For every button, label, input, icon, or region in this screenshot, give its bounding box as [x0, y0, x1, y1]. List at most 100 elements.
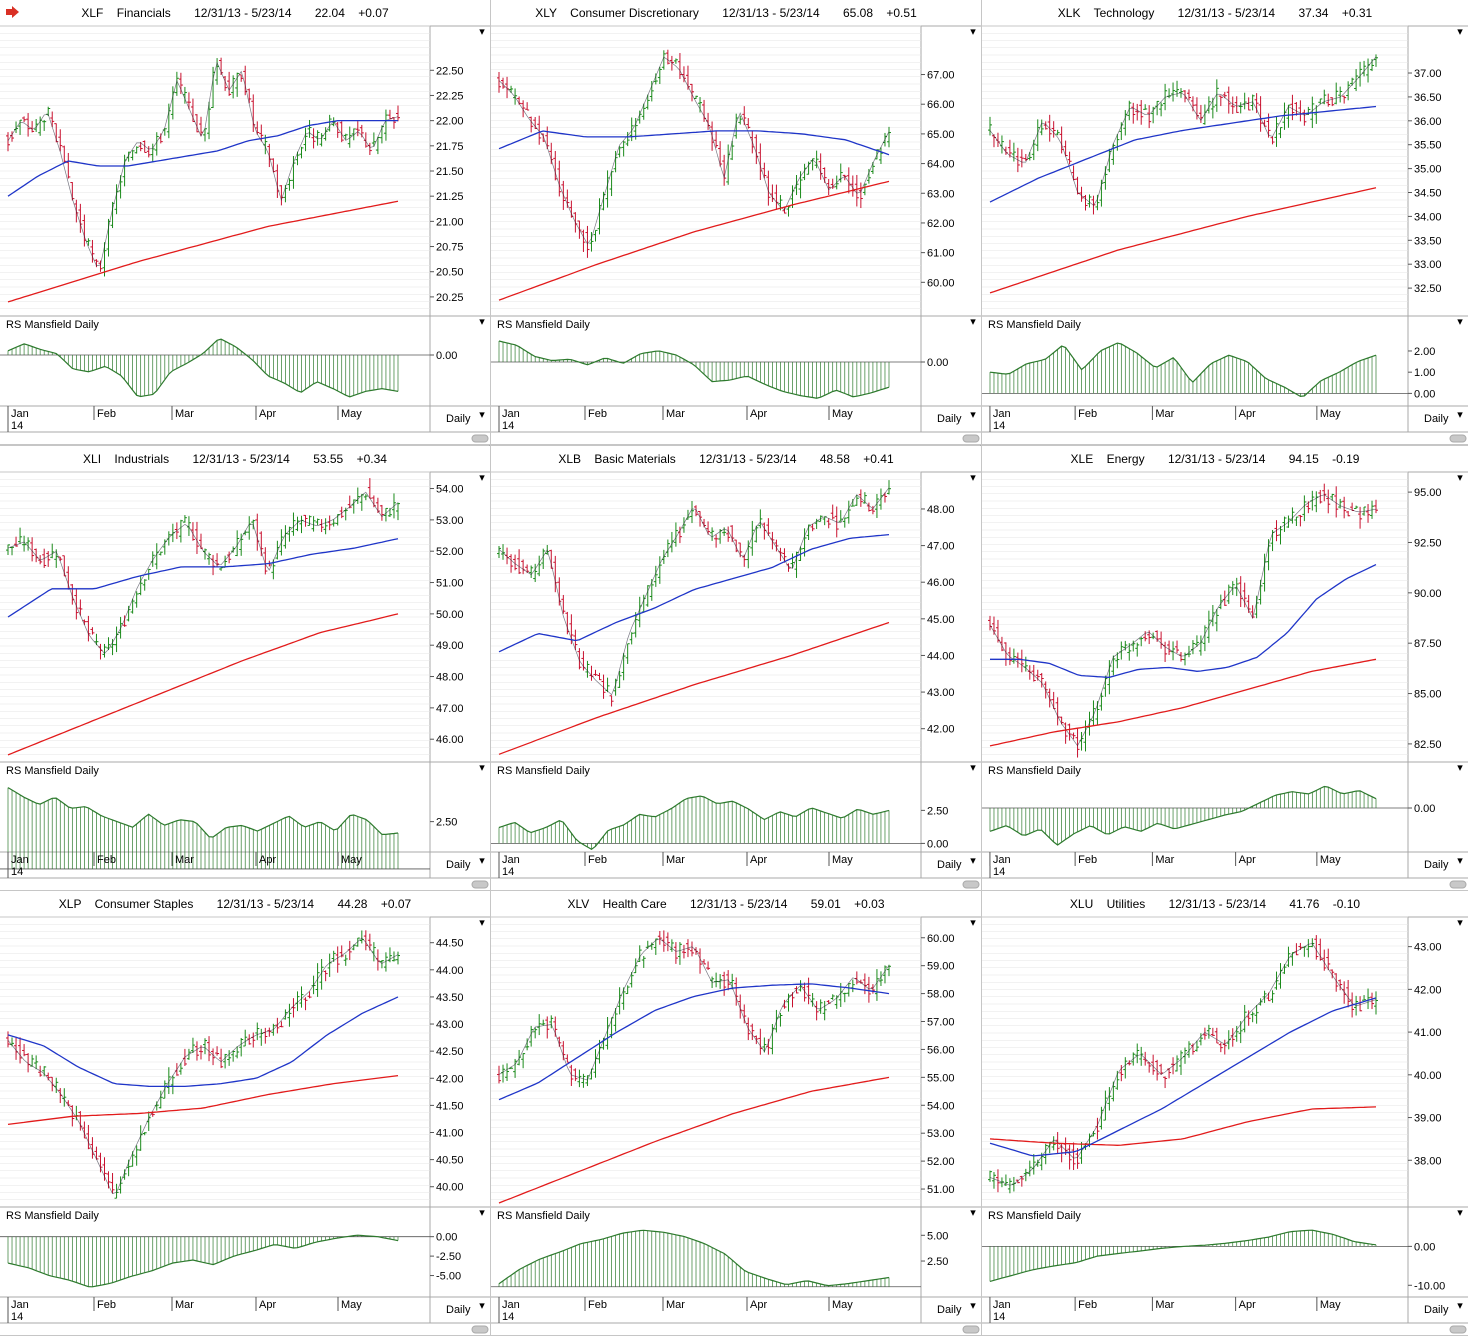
price-bar	[319, 959, 324, 990]
rs-label: RS Mansfield Daily	[6, 319, 99, 331]
rs-menu-icon[interactable]: ▾	[970, 762, 976, 774]
price-bar	[585, 225, 590, 258]
price-bar	[1075, 728, 1080, 758]
price-bar	[78, 599, 83, 616]
y-tick-label: 56.00	[927, 1044, 955, 1056]
price-bar	[38, 1065, 43, 1077]
price-gridlines	[0, 471, 430, 756]
price-change: +0.31	[1342, 6, 1373, 20]
period-label[interactable]: Daily	[446, 859, 471, 871]
year-label: 14	[11, 420, 23, 432]
period-label[interactable]: Daily	[937, 413, 962, 425]
price-menu-icon[interactable]: ▾	[970, 917, 976, 929]
period-menu-icon[interactable]: ▾	[970, 855, 976, 867]
rs-menu-icon[interactable]: ▾	[479, 1207, 485, 1219]
rs-menu-icon[interactable]: ▾	[970, 1207, 976, 1219]
price-bar	[870, 984, 875, 994]
scroll-handle[interactable]	[1449, 880, 1467, 889]
chart-title-line: XLF Financials 12/31/13 - 5/23/14 22.04 …	[81, 6, 389, 20]
price-bar	[706, 521, 711, 535]
price-bar	[1007, 647, 1012, 666]
rs-menu-icon[interactable]: ▾	[479, 762, 485, 774]
price-bar	[190, 522, 195, 541]
scroll-handle[interactable]	[962, 434, 980, 443]
price-bar	[207, 552, 212, 565]
price-bar	[766, 518, 771, 536]
period-label[interactable]: Daily	[937, 1304, 962, 1316]
rs-menu-icon[interactable]: ▾	[1457, 316, 1463, 328]
period-label[interactable]: Daily	[446, 1304, 471, 1316]
period-label[interactable]: Daily	[937, 859, 962, 871]
rs-label: RS Mansfield Daily	[988, 319, 1081, 331]
sector-name: Utilities	[1107, 897, 1146, 911]
last-price: 41.76	[1289, 897, 1319, 911]
price-bar	[497, 545, 501, 558]
price-bar	[887, 126, 891, 148]
period-menu-icon[interactable]: ▾	[479, 1300, 485, 1312]
price-bar	[299, 146, 304, 159]
period-label[interactable]: Daily	[1424, 859, 1449, 871]
rs-menu-icon[interactable]: ▾	[970, 316, 976, 328]
price-bar	[34, 1055, 39, 1070]
chart-title-line: XLB Basic Materials 12/31/13 - 5/23/14 4…	[558, 452, 894, 466]
price-bar	[1123, 1057, 1128, 1079]
price-bar	[106, 637, 111, 651]
period-menu-icon[interactable]: ▾	[1457, 855, 1463, 867]
price-menu-icon[interactable]: ▾	[1457, 917, 1463, 929]
price-bar	[1011, 648, 1016, 664]
price-bar	[371, 132, 376, 147]
period-label[interactable]: Daily	[1424, 413, 1449, 425]
price-menu-icon[interactable]: ▾	[1457, 472, 1463, 484]
price-gridlines	[982, 471, 1408, 756]
month-label: Apr	[750, 1299, 767, 1311]
ma200-line	[989, 658, 1377, 747]
y-tick-label: 52.00	[436, 546, 464, 558]
price-bar	[243, 1029, 248, 1047]
scroll-handle[interactable]	[471, 880, 489, 889]
price-menu-icon[interactable]: ▾	[479, 917, 485, 929]
period-label[interactable]: Daily	[446, 413, 471, 425]
scroll-handle[interactable]	[471, 434, 489, 443]
period-menu-icon[interactable]: ▾	[970, 409, 976, 421]
scroll-handle[interactable]	[1449, 434, 1467, 443]
rs-menu-icon[interactable]: ▾	[1457, 762, 1463, 774]
y-tick-label: 34.00	[1414, 211, 1442, 223]
symbol: XLY	[535, 6, 557, 20]
price-menu-icon[interactable]: ▾	[1457, 26, 1463, 38]
price-menu-icon[interactable]: ▾	[970, 26, 976, 38]
price-bar	[722, 971, 727, 996]
period-menu-icon[interactable]: ▾	[970, 1300, 976, 1312]
price-bar	[174, 71, 179, 96]
y-tick-label: 34.50	[1414, 188, 1442, 200]
price-bar	[1230, 96, 1235, 114]
scroll-handle[interactable]	[962, 880, 980, 889]
price-bar	[307, 515, 312, 526]
period-menu-icon[interactable]: ▾	[1457, 409, 1463, 421]
price-menu-icon[interactable]: ▾	[970, 472, 976, 484]
y-tick-label: 42.00	[927, 724, 955, 736]
price-bar	[158, 551, 163, 556]
y-tick-label: 35.50	[1414, 140, 1442, 152]
period-menu-icon[interactable]: ▾	[1457, 1300, 1463, 1312]
rs-menu-icon[interactable]: ▾	[1457, 1207, 1463, 1219]
last-price: 94.15	[1289, 452, 1319, 466]
price-bar	[1079, 186, 1084, 202]
period-menu-icon[interactable]: ▾	[479, 855, 485, 867]
scroll-handle[interactable]	[471, 1325, 489, 1334]
price-bar	[1015, 1179, 1020, 1184]
price-bar	[609, 171, 614, 197]
price-menu-icon[interactable]: ▾	[479, 26, 485, 38]
price-bar	[142, 140, 147, 153]
y-tick-label: 59.00	[927, 961, 955, 973]
chart-header: XLP Consumer Staples 12/31/13 - 5/23/14 …	[59, 897, 412, 911]
price-bar	[702, 959, 707, 965]
rs-menu-icon[interactable]: ▾	[479, 316, 485, 328]
scroll-handle[interactable]	[962, 1325, 980, 1334]
price-bar	[235, 530, 240, 557]
y-tick-label: 50.00	[436, 609, 464, 621]
red-arrow-icon[interactable]	[6, 6, 19, 18]
period-menu-icon[interactable]: ▾	[479, 409, 485, 421]
price-bar	[1290, 94, 1295, 121]
date-range: 12/31/13 - 5/23/14	[690, 897, 788, 911]
price-menu-icon[interactable]: ▾	[479, 472, 485, 484]
